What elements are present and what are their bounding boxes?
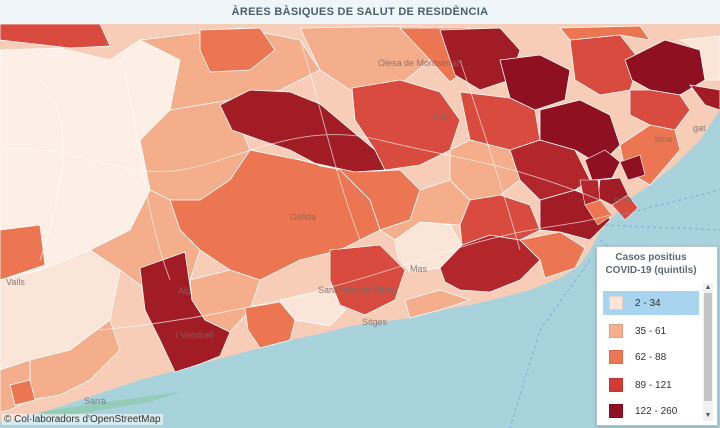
legend-scrollbar[interactable]: ▲ ▼: [703, 283, 713, 421]
region[interactable]: [139, 251, 231, 373]
label-mas: Mas: [410, 264, 428, 274]
label-sitges-part: Sitges: [362, 317, 388, 327]
label-olesa: Olesa de Montserrat: [378, 58, 460, 68]
region[interactable]: [629, 89, 691, 131]
label-barcelona-part2: lona: [655, 134, 672, 144]
legend-swatch: [609, 378, 623, 392]
region[interactable]: [9, 379, 36, 406]
region[interactable]: [199, 27, 276, 73]
map-title: ÀREES BÀSIQUES DE SALUT DE RESIDÈNCIA: [231, 6, 489, 18]
legend-range: 62 - 88: [635, 351, 667, 363]
legend-item-quintile-5[interactable]: 122 - 260: [603, 399, 699, 423]
label-gelida: Gelida: [290, 212, 316, 222]
road-network: [0, 39, 611, 331]
label-vendrell-part: l Vendrell: [176, 330, 213, 340]
legend-swatch: [609, 404, 623, 418]
label-barcelona-part: ona: [614, 195, 633, 207]
region[interactable]: [449, 139, 521, 201]
legend-item-quintile-1[interactable]: 2 - 34: [603, 291, 699, 315]
legend-range: 89 - 121: [635, 379, 672, 391]
legend-item-quintile-4[interactable]: 89 - 121: [603, 373, 699, 397]
legend-range: 35 - 61: [635, 325, 667, 337]
region[interactable]: [689, 84, 720, 111]
region[interactable]: [351, 79, 461, 171]
park-area: [40, 392, 180, 418]
region[interactable]: [329, 244, 406, 316]
legend-range: 2 - 34: [635, 297, 661, 309]
label-sant-pere: Sant Pere de Ribes: [318, 285, 397, 295]
legend-panel: Casos positius COVID-19 (quintils) 2 - 3…: [596, 246, 718, 426]
region[interactable]: [279, 289, 346, 327]
legend-swatch: [609, 296, 623, 310]
region[interactable]: [559, 25, 651, 41]
region[interactable]: [189, 269, 261, 333]
legend-title: Casos positius COVID-19 (quintils): [605, 252, 697, 276]
legend-swatch: [609, 324, 623, 338]
label-gat: gat: [693, 123, 706, 133]
legend-swatch: [609, 350, 623, 364]
label-alp: Alp: [178, 286, 191, 296]
label-rubi: Rubí: [432, 112, 452, 122]
region[interactable]: [404, 289, 472, 319]
region[interactable]: [0, 224, 46, 281]
legend-item-quintile-3[interactable]: 62 - 88: [603, 345, 699, 369]
choropleth-map[interactable]: Olesa de Montserrat Rubí gat lona ona Sa…: [0, 24, 720, 428]
region[interactable]: [678, 35, 720, 81]
region[interactable]: [244, 301, 296, 349]
scroll-down-icon[interactable]: ▼: [704, 412, 712, 419]
label-valls: Valls: [6, 277, 25, 287]
scroll-up-icon[interactable]: ▲: [704, 284, 712, 291]
title-bar: ÀREES BÀSIQUES DE SALUT DE RESIDÈNCIA: [0, 0, 720, 25]
legend-item-quintile-2[interactable]: 35 - 61: [603, 319, 699, 343]
map-attribution[interactable]: © Col·laboradors d'OpenStreetMap: [2, 414, 163, 425]
label-sarra: Sarrà: [84, 396, 106, 406]
barcelona-city[interactable]: [579, 149, 646, 226]
legend-range: 122 - 260: [635, 405, 678, 417]
scroll-thumb[interactable]: [704, 293, 712, 401]
region[interactable]: [0, 24, 111, 49]
